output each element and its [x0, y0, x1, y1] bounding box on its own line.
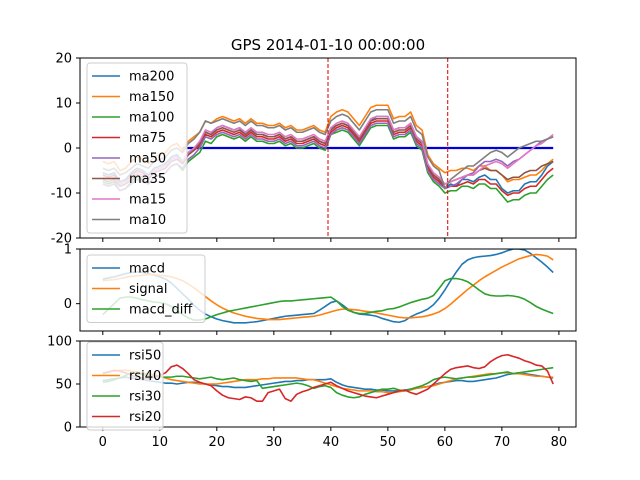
legend-label-ma150: ma150 [129, 90, 174, 105]
ma-ytick-label: -20 [51, 232, 72, 247]
xtick-label: 80 [551, 435, 568, 450]
legend-label-rsi50: rsi50 [129, 349, 161, 364]
chart-title: GPS 2014-01-10 00:00:00 [231, 36, 425, 54]
rsi-legend: rsi50 rsi40 rsi30 rsi20 [86, 341, 164, 431]
rsi-series-group [102, 353, 554, 403]
macd-legend: macd signal macd_diff [86, 254, 206, 323]
xtick-label: 40 [323, 435, 340, 450]
rsi-ytick-label: 100 [47, 335, 72, 350]
macd-axes-frame [79, 248, 577, 332]
series-line-rsi30 [102, 366, 554, 399]
ma-ytick-label: 0 [64, 142, 72, 157]
legend-label-rsi40: rsi40 [129, 369, 161, 384]
legend-label-rsi30: rsi30 [129, 390, 161, 405]
ma-ytick-label: 20 [55, 52, 72, 67]
legend-label-macd: macd [129, 262, 165, 277]
ma-ytick-label: -10 [51, 187, 72, 202]
xtick-label: 30 [266, 435, 283, 450]
macd-ytick-label: 1 [64, 243, 72, 258]
series-line-rsi40 [102, 369, 554, 394]
legend-label-ma15: ma15 [129, 193, 166, 208]
legend-label-ma200: ma200 [129, 70, 174, 85]
xtick-label: 50 [380, 435, 397, 450]
rsi-ytick-label: 50 [55, 378, 72, 393]
xtick-label: 60 [437, 435, 454, 450]
xtick-label: 20 [209, 435, 226, 450]
legend-label-ma75: ma75 [129, 131, 166, 146]
ma-legend-box [86, 62, 188, 234]
legend-label-macd_diff: macd_diff [129, 303, 193, 318]
ma-ytick-label: 10 [55, 97, 72, 112]
macd-ytick-label: 0 [64, 297, 72, 312]
macd-panel: 0 1 macd signal macd_diff [64, 243, 577, 335]
legend-label-ma50: ma50 [129, 152, 166, 167]
xtick-label: 70 [494, 435, 511, 450]
legend-label-ma100: ma100 [129, 111, 174, 126]
series-line-rsi50 [102, 372, 554, 392]
legend-label-rsi20: rsi20 [129, 410, 161, 425]
legend-label-signal: signal [129, 282, 167, 297]
legend-label-ma10: ma10 [129, 213, 166, 228]
macd-legend-box [86, 254, 206, 323]
xtick-label: 10 [152, 435, 169, 450]
rsi-ytick-label: 0 [64, 421, 72, 436]
xtick-label: 0 [99, 435, 107, 450]
ma-legend: ma200 ma150 ma100 ma75 ma50 ma35 ma15 ma10 [86, 62, 188, 234]
legend-label-ma35: ma35 [129, 172, 166, 187]
series-line-rsi20 [102, 353, 554, 403]
ma-panel: -20-1001020ma200ma150ma100ma75ma50ma35ma… [51, 52, 577, 247]
rsi-legend-box [86, 341, 164, 431]
